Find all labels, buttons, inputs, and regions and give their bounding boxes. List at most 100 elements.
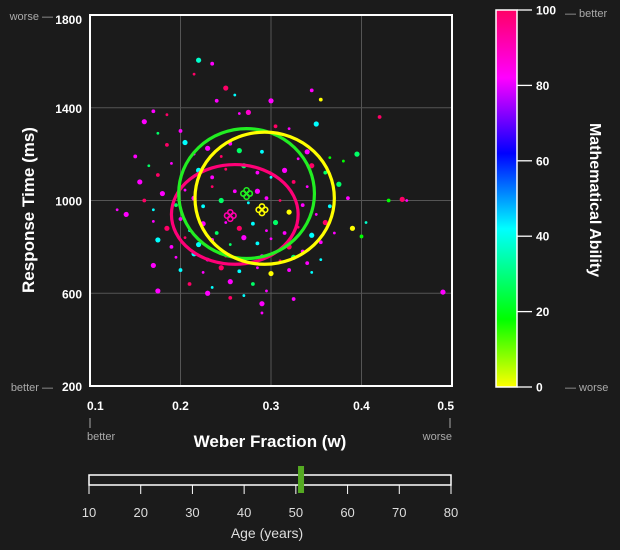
data-point — [227, 279, 233, 285]
colorbar-worse-label: — worse — [565, 382, 608, 394]
y-worse-label: worse — — [9, 11, 53, 23]
colorbar-title: Mathematical Ability — [586, 123, 603, 277]
age-slider-tick-label: 40 — [237, 505, 251, 520]
data-point — [169, 244, 174, 249]
data-point — [273, 124, 278, 129]
data-point — [237, 112, 241, 115]
centroid-petal — [239, 190, 247, 197]
data-point — [386, 198, 391, 203]
x-tick-label: 0.3 — [263, 399, 280, 413]
data-point — [251, 221, 255, 226]
data-point — [178, 217, 183, 221]
confidence-ellipse — [177, 127, 317, 261]
data-point — [342, 159, 345, 163]
data-point — [210, 175, 215, 180]
centroid-petal — [223, 212, 231, 219]
data-point — [259, 301, 265, 307]
data-point — [300, 203, 305, 208]
age-slider-tick-label: 20 — [133, 505, 147, 520]
data-point — [183, 188, 187, 192]
data-point — [196, 57, 202, 63]
data-point — [228, 243, 232, 246]
data-point — [268, 270, 274, 277]
colorbar-better-label: — better — [565, 8, 608, 20]
data-point — [359, 234, 364, 239]
data-point — [196, 241, 202, 248]
data-point — [291, 180, 296, 184]
confidence-ellipse — [169, 162, 300, 266]
data-point — [377, 115, 382, 119]
age-slider-tick-label: 80 — [444, 505, 458, 520]
data-point — [214, 98, 219, 103]
confidence-ellipse — [193, 130, 336, 266]
data-point — [210, 61, 215, 66]
data-point — [269, 237, 273, 241]
data-point — [327, 204, 332, 209]
data-point — [123, 211, 129, 218]
data-point — [205, 290, 211, 296]
data-point — [210, 286, 214, 289]
centroid-marker — [255, 203, 269, 217]
colorbar-tick-label: 80 — [536, 79, 550, 93]
age-slider-label: Age (years) — [231, 525, 303, 541]
data-point — [218, 265, 224, 271]
age-slider-handle[interactable] — [298, 466, 305, 493]
colorbar-tick-label: 0 — [536, 381, 543, 395]
data-point — [151, 219, 155, 223]
y-tick-label: 1400 — [55, 102, 82, 116]
data-point — [310, 270, 314, 274]
data-point — [264, 196, 269, 201]
data-point — [268, 98, 274, 104]
data-point — [399, 196, 405, 202]
data-point — [141, 119, 147, 125]
colorbar-tick-label: 40 — [536, 230, 550, 244]
data-point — [405, 199, 409, 202]
data-point — [354, 151, 360, 157]
y-tick-labels: 200 600 1000 1400 1800 — [55, 13, 82, 394]
data-point — [224, 221, 228, 224]
x-axis-title: Weber Fraction (w) — [194, 432, 347, 451]
data-point — [223, 85, 229, 91]
colorbar-tick-label: 60 — [536, 154, 550, 168]
data-point — [278, 199, 282, 202]
data-point — [150, 262, 156, 269]
data-point — [142, 198, 147, 203]
x-tick-label: 0.4 — [353, 399, 370, 413]
y-tick-label: 1000 — [55, 195, 82, 209]
y-axis-title: Response Time (ms) — [19, 127, 38, 293]
colorbar-tick-label: 100 — [536, 4, 556, 18]
colorbar — [495, 9, 518, 388]
y-better-label: better — — [11, 382, 53, 394]
data-point — [165, 142, 169, 147]
data-point — [178, 268, 183, 272]
x-better-label: better — [87, 431, 115, 443]
data-point — [309, 232, 315, 238]
data-point — [201, 270, 205, 274]
data-point — [174, 255, 178, 259]
data-point — [260, 149, 264, 154]
data-point — [323, 170, 328, 175]
data-point — [245, 109, 251, 115]
data-point — [332, 231, 336, 235]
y-tick-label: 600 — [62, 287, 82, 301]
age-slider-track[interactable] — [88, 474, 452, 486]
age-slider-tick-label: 70 — [392, 505, 406, 520]
data-point — [156, 131, 160, 135]
data-point — [305, 261, 310, 266]
data-point — [305, 185, 309, 188]
age-slider-tick-label: 60 — [340, 505, 354, 520]
data-point — [237, 269, 242, 274]
data-point — [174, 203, 178, 208]
centroid-marker — [223, 208, 237, 223]
data-point — [256, 266, 259, 270]
age-slider-tick-label: 50 — [289, 505, 303, 520]
plot-border — [89, 14, 453, 387]
data-point — [170, 162, 173, 165]
data-point — [155, 237, 161, 243]
data-point — [214, 231, 219, 235]
age-slider-ticks: 10 20 30 40 50 60 70 80 — [82, 485, 458, 520]
x-tick-labels: 0.1 0.2 0.3 0.4 0.5 — [87, 399, 454, 413]
data-point — [349, 225, 356, 231]
age-slider-tick-label: 10 — [82, 505, 96, 520]
